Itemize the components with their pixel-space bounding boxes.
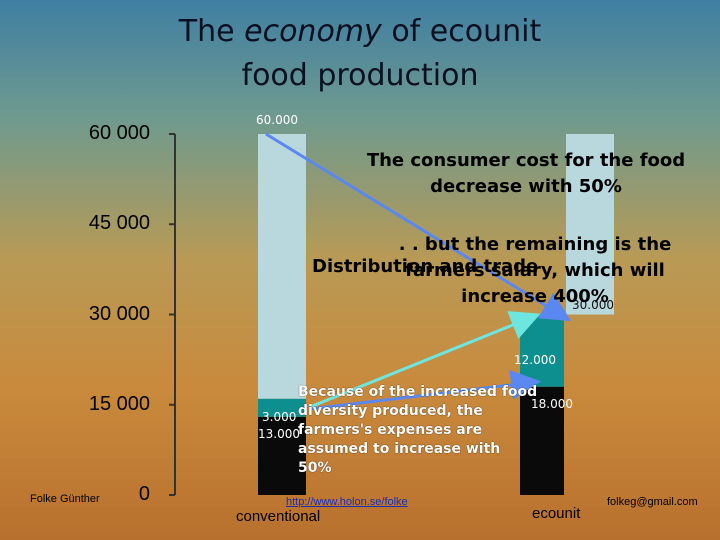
bar-segment-conventional-0 [258,416,306,495]
y-tick-label: 45 000 [88,212,150,235]
y-tick-label: 30 000 [88,302,150,325]
annotation-farmer-salary: . . but the remaining is the farmers sal… [398,234,672,307]
annotation-expenses: Because of the increased food diversity … [298,384,538,476]
bar-segment-ecounit-0 [520,386,564,495]
arrow-consumer-cost [265,132,572,322]
website-link[interactable]: http://www.holon.se/folke [286,496,408,508]
segment-label-eco-teal: 12.000 [514,353,556,367]
bar-segment-ecounit-2 [566,134,614,315]
bar-total-label-conventional: 60.000 [256,113,298,127]
y-tick-label: 60 000 [88,122,150,144]
y-tick-label: 0 [138,483,150,505]
segment-label-conv-dark: 13.000 [258,427,300,441]
bar-segment-ecounit-1 [520,314,564,387]
author-name: Folke Günther [30,493,100,505]
bar-segment-conventional-2 [258,134,306,399]
chart-title: The economy of ecounit food production [178,14,542,93]
category-label-ecounit: ecounit [532,505,581,522]
segment-label-eco-light: 30.000 [572,298,614,312]
segment-label-eco-dark: 18.000 [531,397,573,411]
category-label-conventional: conventional [236,508,321,525]
annotation-consumer-cost: The consumer cost for the food decrease … [366,150,686,197]
y-tick-label: 15 000 [88,392,150,415]
arrow-farmer-salary [309,311,541,409]
arrow-expenses [309,369,541,411]
email-address: folkeg@gmail.com [607,496,698,508]
segment-label-conv-teal: 3.000 [262,410,297,424]
annotation-distribution: Distribution and trade [312,256,539,277]
bar-segment-conventional-1 [258,398,306,417]
